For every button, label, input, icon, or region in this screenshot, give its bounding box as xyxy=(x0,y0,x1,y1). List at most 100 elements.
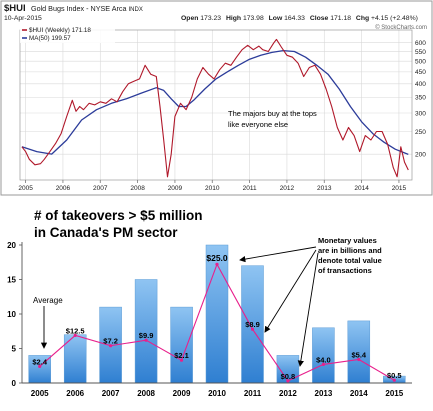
takeovers-x-tick-label: 2009 xyxy=(173,389,191,398)
takeovers-x-tick-label: 2008 xyxy=(137,389,155,398)
callout-arrow-2010 xyxy=(239,246,317,263)
hui-y-tick-label: 600 xyxy=(415,40,426,47)
takeovers-y-tick-label: 20 xyxy=(7,241,16,250)
takeover-bar-2009 xyxy=(170,306,193,384)
takeovers-y-tick-label: 5 xyxy=(12,345,17,354)
hui-low: 164.33 xyxy=(284,15,305,22)
hui-series-layer xyxy=(21,38,409,178)
hui-x-tick-label: 2006 xyxy=(56,185,71,192)
hui-title-name: Gold Bugs Index - NYSE Arca xyxy=(31,4,126,13)
hui-y-axis: 200 250 300 350 400 450 500 550 600 xyxy=(415,40,426,158)
hui-title: Gold Bugs Index - NYSE Arca INDX xyxy=(31,4,143,13)
takeovers-axes: 0 5 10 15 20 2005 2006 2007 2008 2009 2010 2011 2012… xyxy=(7,241,412,398)
value-label-2007: $7.2 xyxy=(103,337,118,346)
hui-high-label: High xyxy=(226,15,241,22)
callout-line-4: of transactions xyxy=(318,266,372,275)
value-label-2012: $0.8 xyxy=(281,372,296,381)
takeovers-chart: # of takeovers > $5 million in Canada's … xyxy=(7,208,412,398)
takeovers-y-tick-label: 10 xyxy=(7,310,16,319)
hui-annotation-line-1: The majors buy at the tops xyxy=(228,109,317,118)
average-value-point xyxy=(38,364,42,368)
hui-symbol: $HUI xyxy=(4,3,26,14)
takeovers-y-tick-label: 15 xyxy=(7,276,16,285)
takeovers-x-tick-label: 2014 xyxy=(350,389,368,398)
average-label: Average xyxy=(33,296,63,305)
average-value-point xyxy=(144,338,148,342)
takeovers-title-line-2: in Canada's PM sector xyxy=(34,225,178,240)
average-value-point xyxy=(357,357,361,362)
takeovers-x-tick-label: 2013 xyxy=(315,389,333,398)
average-value-point xyxy=(392,378,396,382)
value-label-2011: $8.9 xyxy=(245,320,260,329)
callout-arrow-2011 xyxy=(264,249,317,333)
hui-x-tick-label: 2011 xyxy=(243,185,257,192)
value-label-2014: $5.4 xyxy=(351,351,366,360)
hui-date: 10-Apr-2015 xyxy=(4,15,42,22)
takeovers-average-label: Average xyxy=(33,296,63,349)
hui-x-axis: 2005 2006 2007 2008 2009 2010 2011 2012 2013 2014… xyxy=(18,180,407,192)
value-label-2009: $2.1 xyxy=(174,351,189,360)
hui-high: 173.98 xyxy=(243,15,264,22)
hui-y-tick-label: 200 xyxy=(415,151,426,158)
hui-ohlc: Open 173.23 High 173.98 Low 164.33 Close… xyxy=(181,15,418,22)
average-value-point xyxy=(286,379,290,383)
value-label-2005: $2.4 xyxy=(32,357,47,366)
average-value-point xyxy=(73,333,77,337)
hui-annotation-line-2: like everyone else xyxy=(228,120,288,129)
hui-chart: $HUI Gold Bugs Index - NYSE Arca INDX 10… xyxy=(0,0,433,196)
value-label-2015: $0.5 xyxy=(387,371,402,380)
callout-arrow-2012 xyxy=(297,252,319,367)
hui-legend: $HUI (Weekly) 171.18 MA(50) 199.57 xyxy=(20,24,115,43)
takeovers-x-tick-label: 2015 xyxy=(385,389,403,398)
hui-x-tick-label: 2010 xyxy=(205,185,220,192)
takeovers-average-line xyxy=(38,262,396,383)
value-label-2013: $4.0 xyxy=(316,355,331,364)
takeovers-x-tick-label: 2011 xyxy=(244,389,262,398)
hui-x-tick-label: 2009 xyxy=(168,185,183,192)
average-value-point xyxy=(109,344,113,348)
callout-line-3: denote total value xyxy=(318,256,382,265)
hui-close: 171.18 xyxy=(330,15,351,22)
hui-y-tick-label: 550 xyxy=(415,49,426,56)
hui-chg-label: Chg xyxy=(356,15,369,22)
hui-legend-box xyxy=(20,24,115,43)
hui-y-tick-label: 300 xyxy=(415,110,426,117)
hui-low-label: Low xyxy=(269,15,283,22)
hui-y-tick-label: 500 xyxy=(415,58,426,65)
hui-title-suffix: INDX xyxy=(128,7,142,13)
average-value-point xyxy=(179,358,184,362)
hui-chg: +4.15 (+2.48%) xyxy=(371,15,418,22)
hui-close-label: Close xyxy=(310,15,329,22)
hui-x-tick-label: 2012 xyxy=(280,185,295,192)
takeovers-x-tick-label: 2005 xyxy=(31,389,49,398)
hui-annotation: The majors buy at the tops like everyone… xyxy=(228,109,317,129)
hui-y-tick-label: 350 xyxy=(415,95,426,102)
hui-x-tick-label: 2005 xyxy=(18,185,33,192)
hui-plot-area xyxy=(19,29,413,181)
hui-legend-label-hui: $HUI (Weekly) 171.18 xyxy=(29,27,91,34)
hui-x-tick-label: 2014 xyxy=(354,185,369,192)
takeovers-x-tick-label: 2012 xyxy=(279,389,297,398)
takeovers-x-tick-label: 2006 xyxy=(66,389,84,398)
hui-x-tick-label: 2013 xyxy=(317,185,332,192)
average-value-point xyxy=(321,362,325,366)
takeovers-value-labels: $2.4 $12.5 $7.2 $9.9 $2.1 $25.0 $8.9 $0.8 $4.0 $5… xyxy=(32,253,402,381)
hui-x-tick-label: 2015 xyxy=(392,185,407,192)
takeovers-title-line-1: # of takeovers > $5 million xyxy=(34,208,202,223)
takeovers-y-tick-label: 0 xyxy=(12,379,17,388)
hui-x-tick-label: 2008 xyxy=(130,185,145,192)
callout-line-1: Monetary values xyxy=(318,236,377,245)
takeovers-callout: Monetary values are in billions and deno… xyxy=(239,236,382,367)
callout-line-2: are in billions and xyxy=(318,246,382,255)
hui-weekly-line xyxy=(21,38,409,178)
hui-open: 173.23 xyxy=(200,15,221,22)
hui-y-tick-label: 450 xyxy=(415,69,426,76)
average-value-point xyxy=(250,327,255,331)
hui-open-label: Open xyxy=(181,15,198,22)
hui-ma50-line xyxy=(21,49,409,156)
hui-grid xyxy=(19,29,413,181)
hui-legend-label-ma: MA(50) 199.57 xyxy=(29,35,71,42)
hui-plot-border xyxy=(19,29,413,181)
